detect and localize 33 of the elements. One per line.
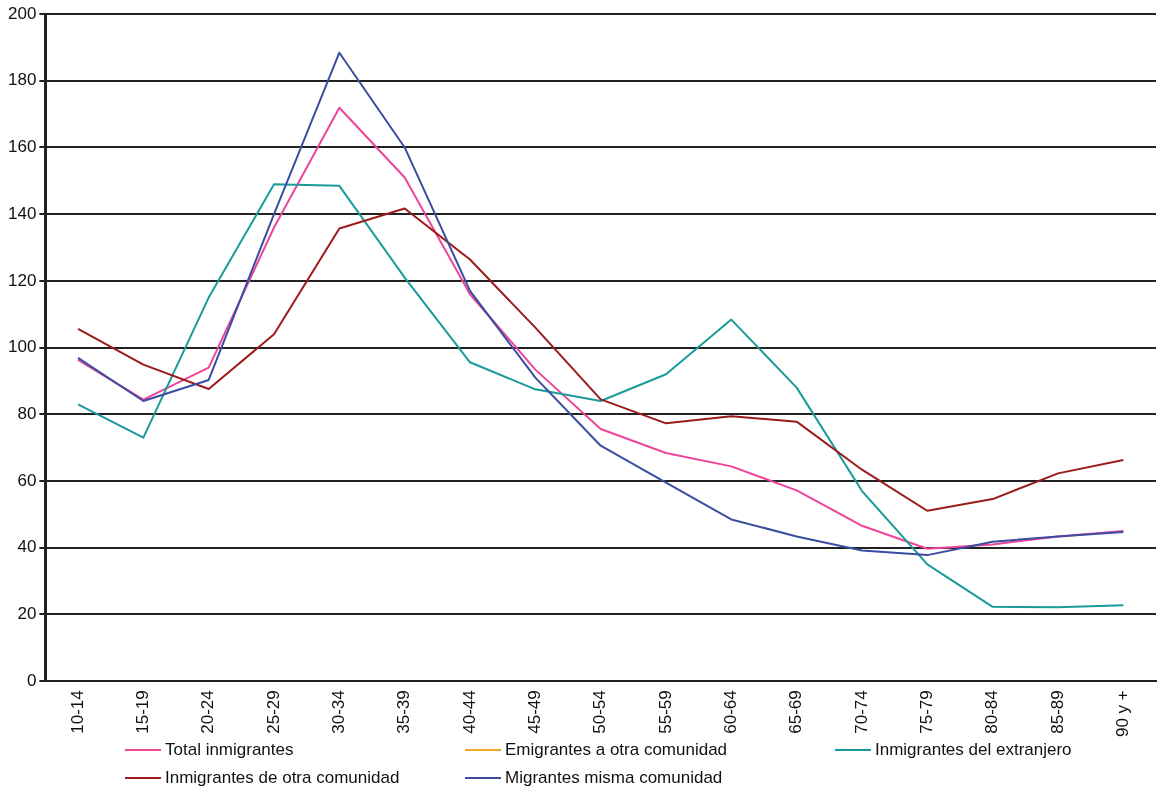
- legend-label: Inmigrantes de otra comunidad: [165, 768, 400, 788]
- y-tick-label: 60: [17, 470, 37, 490]
- x-tick-label: 50-54: [590, 690, 610, 734]
- x-tick-label: 80-84: [982, 690, 1002, 734]
- x-tick-label: 30-34: [329, 690, 349, 734]
- legend-label: Emigrantes a otra comunidad: [505, 740, 728, 760]
- y-tick-label: 180: [7, 70, 37, 90]
- x-tick-label: 25-29: [263, 690, 283, 734]
- y-tick-label: 100: [7, 337, 37, 357]
- y-tick-label: 120: [7, 270, 37, 290]
- y-tick-label: 20: [17, 604, 37, 624]
- legend-label: Inmigrantes del extranjero: [875, 740, 1072, 760]
- y-tick-label: 80: [17, 404, 37, 424]
- y-tick-label: 140: [7, 203, 37, 223]
- x-tick-label: 45-49: [525, 690, 545, 734]
- legend-label: Migrantes misma comunidad: [505, 768, 723, 788]
- x-tick-label: 40-44: [459, 690, 479, 734]
- x-tick-label: 55-59: [655, 690, 675, 734]
- x-tick-label: 85-89: [1047, 690, 1067, 734]
- y-tick-label: 160: [7, 137, 37, 157]
- x-tick-label: 35-39: [394, 690, 414, 734]
- x-tick-label: 75-79: [917, 690, 937, 734]
- x-tick-label: 15-19: [133, 690, 153, 734]
- x-tick-label: 20-24: [198, 690, 218, 734]
- x-tick-label: 90 y +: [1113, 690, 1133, 738]
- x-tick-label: 70-74: [851, 690, 871, 734]
- y-tick-label: 40: [17, 537, 37, 557]
- x-tick-label: 65-69: [786, 690, 806, 734]
- y-tick-label: 200: [7, 3, 37, 23]
- x-tick-label: 60-64: [721, 690, 741, 734]
- y-tick-label: 0: [26, 670, 37, 690]
- legend-label: Total inmigrantes: [165, 740, 294, 760]
- x-tick-label: 10-14: [67, 690, 87, 734]
